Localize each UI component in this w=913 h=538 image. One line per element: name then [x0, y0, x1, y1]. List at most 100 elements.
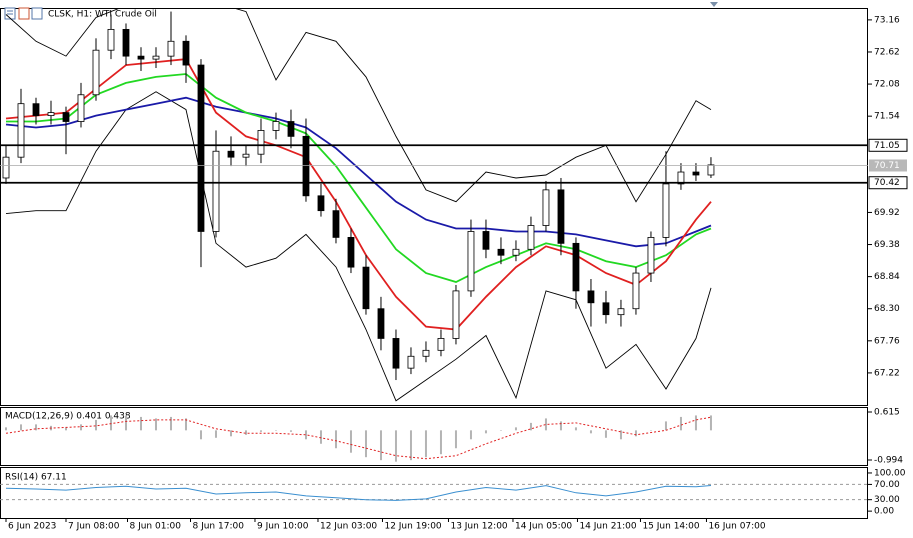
macd-bar: [154, 418, 157, 431]
candle-body: [572, 242, 580, 292]
rsi-label: RSI(14) 67.11: [5, 473, 67, 483]
candle-body: [662, 183, 670, 238]
macd-bar: [4, 427, 7, 431]
x-tick-label: 13 Jun 12:00: [450, 522, 507, 532]
x-tick-label: 8 Jun 01:00: [129, 522, 181, 532]
x-tick-label: 16 Jun 07:00: [708, 522, 765, 532]
candle-body: [212, 150, 220, 232]
macd-bar: [274, 430, 277, 431]
macd-bar: [424, 430, 427, 458]
candle-body: [617, 308, 625, 316]
candle-body: [587, 290, 595, 304]
candle-body: [47, 112, 55, 116]
indicator-line: [5, 58, 712, 331]
macd-panel: [0, 407, 868, 466]
macd-bar: [64, 427, 67, 431]
candle-body: [107, 28, 115, 51]
signal-line: [5, 416, 712, 460]
x-tick-label: 12 Jun 19:00: [384, 522, 441, 532]
indicator-line: [5, 96, 712, 248]
candle-body: [392, 338, 400, 369]
candle-body: [182, 40, 190, 66]
x-tick-label: 12 Jun 03:00: [320, 522, 377, 532]
candle-body: [227, 150, 235, 158]
macd-bar: [559, 421, 562, 431]
macd-bar: [499, 430, 502, 431]
candle-body: [332, 210, 340, 238]
y-tick-label: 68.84: [874, 272, 900, 282]
macd-bar: [634, 430, 637, 437]
candle-body: [557, 189, 565, 244]
current-price-box: [869, 159, 907, 172]
macd-bar: [229, 430, 232, 437]
macd-bar: [139, 416, 142, 431]
y-tick-label: 100.00: [874, 468, 906, 478]
candle-body: [17, 103, 25, 158]
macd-bar: [469, 430, 472, 440]
candle-body: [452, 290, 460, 339]
macd-bar: [109, 415, 112, 431]
level-label-box: [868, 176, 908, 190]
macd-bar: [574, 427, 577, 431]
candle-body: [647, 237, 655, 274]
macd-bar: [199, 430, 202, 440]
y-tick-label: 0.00: [874, 507, 894, 517]
candle-body: [302, 135, 310, 197]
candle-body: [2, 156, 10, 179]
y-tick-label: 67.76: [874, 336, 900, 346]
macd-bar: [94, 419, 97, 431]
y-tick-label: -0.994: [874, 455, 903, 465]
candle-body: [422, 349, 430, 357]
candle-body: [632, 272, 640, 310]
macd-bar: [484, 430, 487, 434]
macd-bar: [589, 430, 592, 434]
candle-body: [692, 171, 700, 176]
level-label: 70.42: [874, 178, 900, 188]
macd-bar: [259, 430, 262, 432]
macd-bar: [334, 430, 337, 449]
level-label: 71.05: [874, 141, 900, 151]
candle-body: [257, 130, 265, 155]
y-tick-label: 67.22: [874, 368, 900, 378]
y-tick-label: 72.08: [874, 80, 900, 90]
macd-bar: [364, 430, 367, 458]
macd-bar: [79, 424, 82, 431]
x-tick-label: 8 Jun 17:00: [192, 522, 244, 532]
candle-body: [677, 171, 685, 185]
candle-body: [32, 103, 40, 116]
x-tick-label: 15 Jun 14:00: [642, 522, 699, 532]
macd-bar: [454, 430, 457, 449]
macd-bar: [169, 416, 172, 431]
rsi-line: [5, 485, 712, 501]
macd-bar: [244, 430, 247, 435]
candle-body: [482, 231, 490, 250]
y-tick-label: 0.615: [874, 407, 900, 417]
candle-body: [62, 112, 70, 122]
candle-body: [77, 94, 85, 122]
macd-bar: [604, 430, 607, 438]
macd-bar: [289, 430, 292, 432]
macd-bar: [619, 430, 622, 440]
candle-body: [317, 195, 325, 212]
current-price-label: 70.71: [874, 161, 900, 171]
candle-body: [377, 308, 385, 339]
candle-body: [527, 225, 535, 250]
icon: [18, 7, 30, 20]
macd-bar: [679, 416, 682, 431]
y-tick-label: 69.92: [874, 208, 900, 218]
macd-bar: [184, 418, 187, 431]
macd-bar: [124, 415, 127, 431]
level-label-box: [868, 138, 908, 152]
x-tick-label: 14 Jun 05:00: [515, 522, 572, 532]
x-tick-label: 6 Jun 2023: [8, 522, 56, 532]
macd-bar: [664, 421, 667, 431]
macd-bar: [379, 430, 382, 461]
candle-body: [167, 40, 175, 57]
candle-body: [512, 248, 520, 256]
rsi-panel: [0, 467, 868, 519]
x-tick-label: 7 Jun 08:00: [68, 522, 120, 532]
x-tick-label: 14 Jun 21:00: [579, 522, 636, 532]
